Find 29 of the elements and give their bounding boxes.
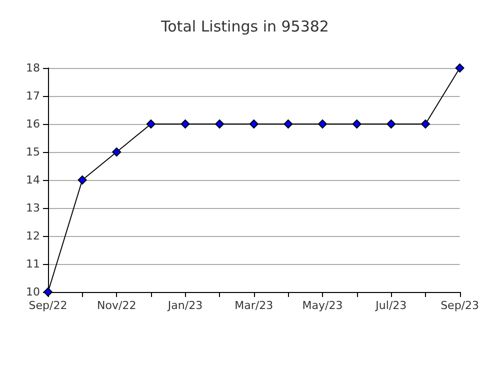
point [352,120,362,128]
x-tick-label: Nov/22 [97,299,136,312]
y-tick-label: 17 [26,90,40,102]
chart-title: Total Listings in 95382 [160,18,329,36]
point [386,120,396,128]
y-tick-label: 18 [26,62,40,74]
y-tick-label: 13 [26,202,40,214]
x-tick-label: May/23 [302,299,343,312]
point [180,120,190,128]
point [420,120,430,128]
point [146,120,156,128]
y-tick-label: 16 [26,118,40,130]
y-tick-label: 10 [26,286,40,298]
x-tick-label: Sep/23 [440,299,479,312]
point [112,148,122,156]
point [284,120,293,128]
y-tick-label: 14 [26,174,40,186]
point [78,176,87,184]
x-tick-label: Jan/23 [166,299,203,312]
y-tick-label: 12 [26,230,40,242]
y-tick-label: 11 [26,258,40,270]
point [249,120,258,128]
x-tick-label: Mar/23 [234,299,274,312]
point [318,120,328,128]
x-tick-label: Jul/23 [374,299,407,312]
y-tick-label: 15 [26,146,40,158]
x-tick-label: Sep/22 [28,299,68,312]
point [215,120,224,128]
point [455,64,464,72]
